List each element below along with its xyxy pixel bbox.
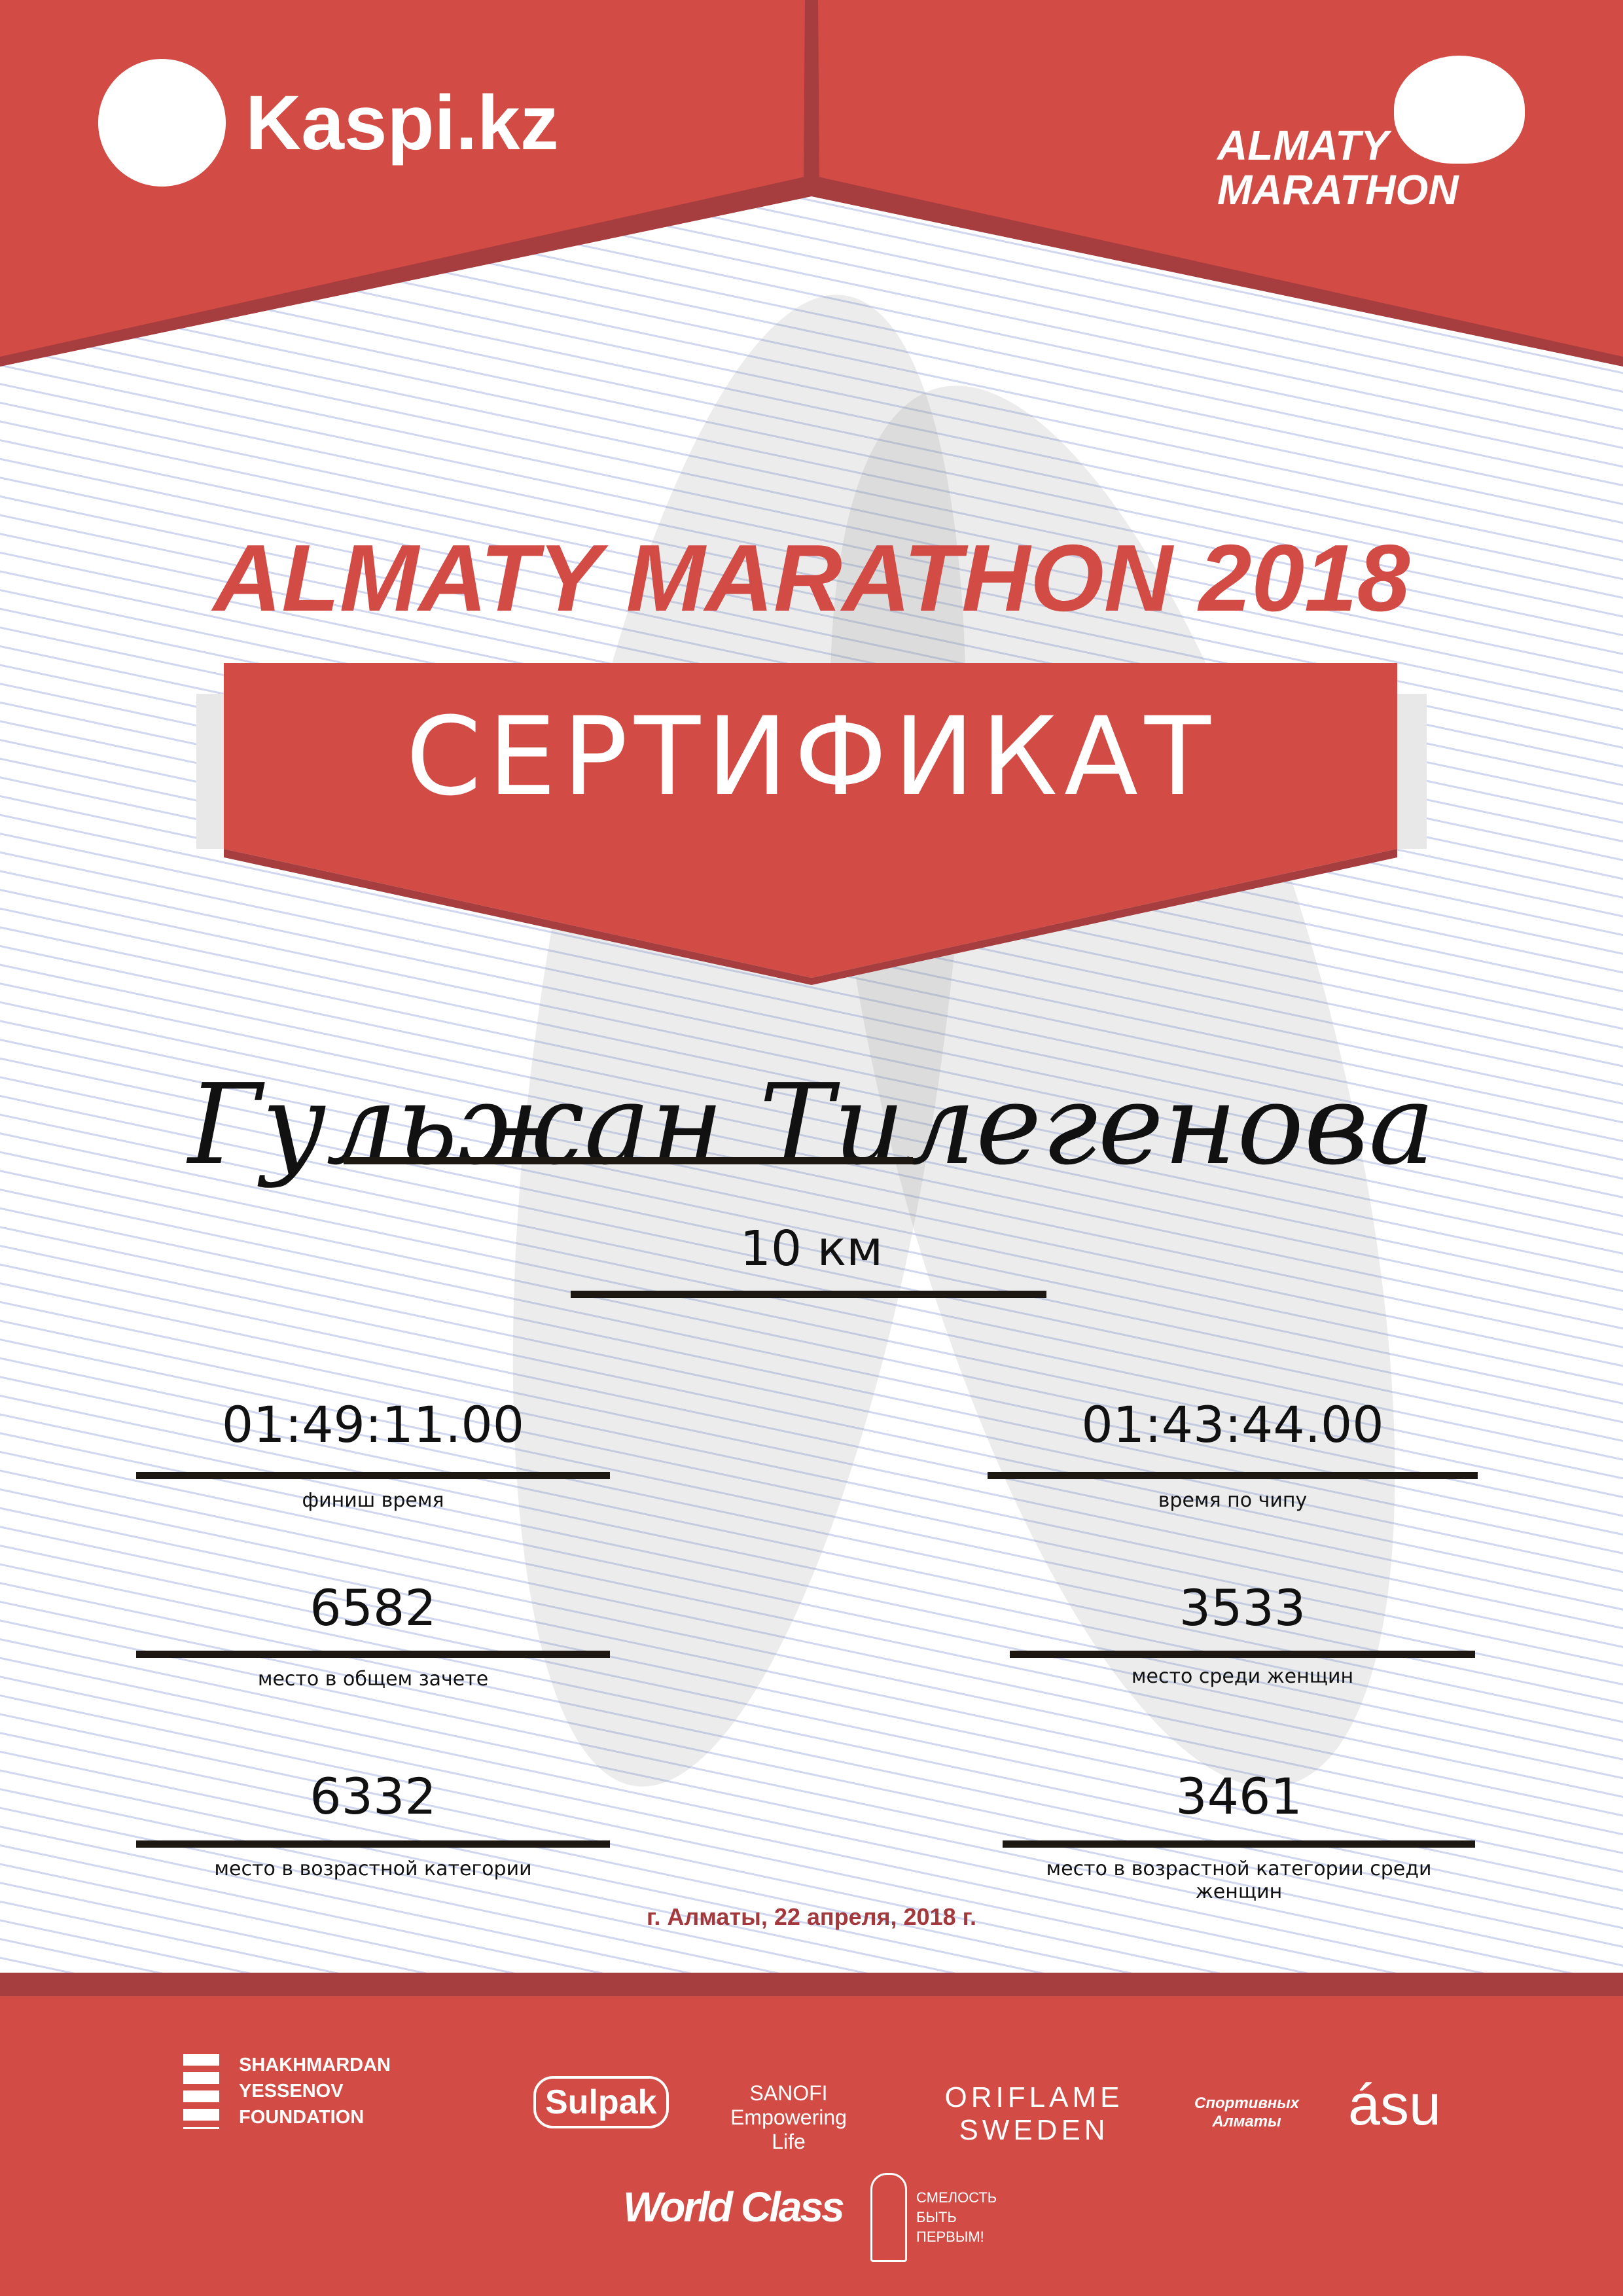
women-place-underline — [1010, 1651, 1475, 1658]
footer — [0, 1973, 1623, 2296]
overall-place-label: место в общем зачете — [257, 1668, 489, 1691]
world-class-logo: World Class — [623, 2183, 845, 2231]
chip-time-underline — [988, 1472, 1478, 1479]
age-category-place: 6332 — [310, 1767, 437, 1825]
oriflame-logo: ORIFLAME SWEDEN — [944, 2081, 1124, 2146]
yessenov-logo: SHAKHMARDAN YESSENOV FOUNDATION — [183, 2052, 455, 2130]
participant-name: Гульжан Тилегенова — [188, 1060, 1435, 1190]
kaspi-icon — [98, 59, 226, 187]
sanofi-logo: SANOFI Empowering Life — [730, 2081, 847, 2153]
date-location: г. Алматы, 22 апреля, 2018 г. — [647, 1903, 976, 1930]
runner-icon — [1394, 56, 1525, 164]
asu-logo: ásu — [1348, 2072, 1441, 2137]
fund-icon — [870, 2173, 907, 2262]
chip-time-label: время по чипу — [1158, 1489, 1308, 1512]
finish-time-underline — [136, 1472, 610, 1479]
footer-band — [0, 1973, 1623, 1996]
yessenov-icon — [183, 2053, 219, 2129]
age-category-women-place: 3461 — [1175, 1767, 1302, 1825]
overall-place: 6582 — [310, 1579, 437, 1637]
finish-time: 01:49:11.00 — [221, 1395, 525, 1454]
header-banner — [0, 0, 1623, 367]
finish-time-label: финиш время — [302, 1489, 444, 1512]
distance-underline — [571, 1291, 1046, 1298]
first-courage-logo: СМЕЛОСТЬ БЫТЬ ПЕРВЫМ! — [870, 2173, 1014, 2262]
distance: 10 км — [740, 1221, 883, 1277]
sport-almaty-logo: Спортивных Алматы — [1194, 2094, 1300, 2130]
certificate-heading: СЕРТИФИКАТ — [406, 694, 1217, 819]
age-category-women-place-label: место в возрастной категории среди женщи… — [1046, 1857, 1432, 1903]
event-title: ALMATY MARATHON 2018 — [213, 525, 1410, 631]
women-place-label: место среди женщин — [1131, 1665, 1354, 1688]
women-place: 3533 — [1179, 1579, 1306, 1637]
sulpak-logo: Sulpak — [533, 2076, 669, 2128]
chip-time: 01:43:44.00 — [1081, 1395, 1384, 1454]
overall-place-underline — [136, 1651, 610, 1658]
certificate-banner — [196, 663, 1427, 985]
age-category-place-label: место в возрастной категории — [214, 1857, 532, 1880]
name-underline — [344, 1157, 913, 1164]
kaspi-logo: Kaspi.kz — [98, 59, 559, 187]
age-category-place-underline — [136, 1840, 610, 1848]
age-category-women-place-underline — [1003, 1840, 1475, 1848]
